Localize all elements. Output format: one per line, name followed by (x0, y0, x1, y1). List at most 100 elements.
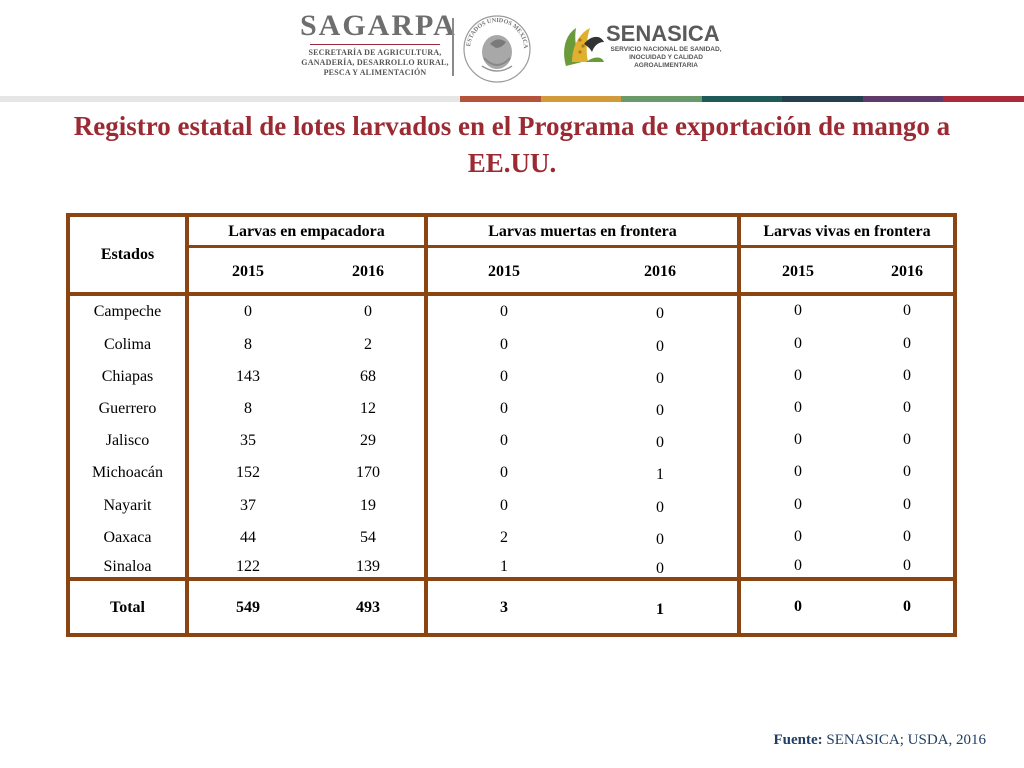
cell-state: Chiapas (101, 368, 154, 385)
senasica-subtitle-2: INOCUIDAD Y CALIDAD (629, 54, 703, 61)
cell-value: 139 (356, 558, 380, 575)
cell-value: 0 (794, 367, 802, 384)
cell-value: 0 (656, 499, 664, 516)
source-label: Fuente: (773, 732, 823, 748)
header-group-muertas: Larvas muertas en frontera (488, 223, 677, 240)
cell-value: 0 (656, 434, 664, 451)
header-color-segment (943, 96, 1024, 102)
cell-value: 0 (903, 528, 911, 545)
cell-state: Campeche (93, 303, 162, 320)
sagarpa-subtitle-3: PESCA Y ALIMENTACIÓN (323, 68, 427, 77)
cell-value: 0 (794, 496, 802, 513)
cell-value: 0 (500, 303, 508, 320)
cell-value: 0 (500, 368, 508, 385)
larvae-table: Estados Larvas en empacadora Larvas muer… (66, 213, 957, 637)
header-year-muertas-2016: 2016 (644, 263, 676, 280)
sagarpa-name: SAGARPA (300, 9, 457, 42)
cell-value: 0 (794, 557, 802, 574)
cell-value: 143 (236, 368, 260, 385)
header-color-segment (862, 96, 944, 102)
cell-value: 0 (903, 399, 911, 416)
sagarpa-subtitle-1: SECRETARÍA DE AGRICULTURA, (308, 48, 442, 57)
header-year-empacadora-2016: 2016 (352, 263, 384, 280)
cell-value: 68 (360, 368, 376, 385)
header-color-segment (621, 96, 703, 102)
header-year-empacadora-2015: 2015 (232, 263, 264, 280)
header-year-vivas-2016: 2016 (891, 263, 923, 280)
table-border-bottom (66, 633, 957, 637)
total-value: 0 (903, 598, 911, 615)
cell-state: Sinaloa (103, 558, 152, 575)
total-value: 1 (656, 601, 664, 618)
cell-value: 0 (903, 335, 911, 352)
cell-value: 0 (500, 464, 508, 481)
cell-value: 0 (794, 463, 802, 480)
cell-value: 0 (794, 399, 802, 416)
table-border-top (66, 213, 957, 217)
mexico-coat-of-arms-icon: ESTADOS UNIDOS MEXICANOS (462, 14, 531, 83)
header-color-segment (540, 96, 622, 102)
table-border-right (953, 213, 957, 637)
cell-value: 0 (500, 336, 508, 353)
cell-value: 0 (794, 335, 802, 352)
table-divider-states (185, 213, 189, 637)
header-year-muertas-2015: 2015 (488, 263, 520, 280)
header-group-empacadora: Larvas en empacadora (228, 223, 385, 240)
header-color-segment (782, 96, 864, 102)
cell-value: 2 (364, 336, 372, 353)
table-divider-group-2 (737, 213, 741, 637)
cell-value: 0 (656, 370, 664, 387)
cell-value: 2 (500, 529, 508, 546)
senasica-subtitle-3: AGROALIMENTARIA (634, 62, 698, 69)
cell-value: 0 (903, 496, 911, 513)
cell-value: 0 (500, 400, 508, 417)
header-color-segment (701, 96, 783, 102)
cell-value: 8 (244, 336, 252, 353)
sagarpa-subtitle-2: GANADERÍA, DESARROLLO RURAL, (301, 58, 449, 67)
cell-value: 170 (356, 464, 380, 481)
cell-value: 0 (656, 338, 664, 355)
table-border-left (66, 213, 70, 637)
cell-value: 152 (236, 464, 260, 481)
source-text: SENASICA; USDA, 2016 (826, 732, 986, 748)
cell-value: 0 (794, 431, 802, 448)
header-year-vivas-2015: 2015 (782, 263, 814, 280)
total-value: 0 (794, 598, 802, 615)
cell-state: Michoacán (91, 464, 164, 481)
senasica-subtitle-1: SERVICIO NACIONAL DE SANIDAD, (610, 46, 722, 53)
cell-value: 12 (360, 400, 376, 417)
table-divider-group-1 (424, 213, 428, 637)
cell-value: 1 (500, 558, 508, 575)
sagarpa-logo: SAGARPA SECRETARÍA DE AGRICULTURA, GANAD… (300, 9, 457, 78)
cell-value: 0 (244, 303, 252, 320)
cell-value: 122 (236, 558, 260, 575)
cell-value: 0 (500, 432, 508, 449)
cell-value: 19 (360, 497, 376, 514)
senasica-name: SENASICA (606, 21, 720, 46)
cell-value: 29 (360, 432, 376, 449)
cell-value: 0 (656, 305, 664, 322)
cell-value: 0 (364, 303, 372, 320)
header-grey-bar (0, 96, 460, 102)
header-group-vivas: Larvas vivas en frontera (763, 223, 931, 240)
total-label: Total (110, 599, 145, 616)
table-divider-group-header (185, 245, 957, 248)
cell-value: 0 (903, 431, 911, 448)
table-divider-header (66, 292, 957, 296)
senasica-logo: SENASICA SERVICIO NACIONAL DE SANIDAD, I… (606, 22, 726, 70)
cell-value: 0 (903, 463, 911, 480)
cell-state: Jalisco (105, 432, 150, 449)
cell-state: Guerrero (98, 400, 157, 417)
sagarpa-underline (310, 44, 440, 45)
cell-value: 0 (656, 531, 664, 548)
cell-value: 0 (903, 302, 911, 319)
cell-value: 0 (656, 560, 664, 577)
slide-title: Registro estatal de lotes larvados en el… (73, 111, 951, 178)
cell-value: 0 (903, 367, 911, 384)
cell-value: 35 (240, 432, 256, 449)
total-value: 3 (500, 599, 508, 616)
header-color-segment (460, 96, 541, 102)
cell-state: Nayarit (103, 497, 152, 514)
cell-value: 0 (794, 528, 802, 545)
table-divider-total (66, 577, 957, 581)
